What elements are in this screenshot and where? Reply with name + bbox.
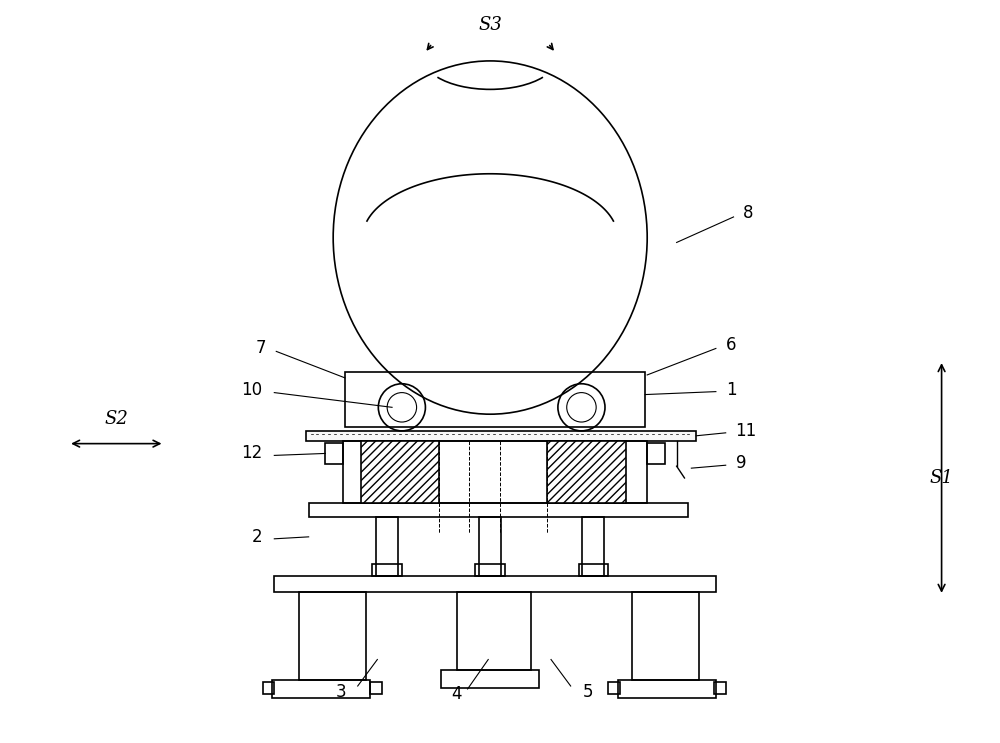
- Text: 5: 5: [583, 683, 594, 701]
- Bar: [325, 443, 343, 464]
- Bar: [647, 443, 665, 464]
- Text: 7: 7: [256, 340, 266, 357]
- Bar: [479, 517, 501, 576]
- Bar: [361, 441, 439, 504]
- Text: 8: 8: [743, 204, 754, 222]
- Bar: [441, 670, 539, 688]
- Bar: [372, 565, 402, 576]
- Text: 9: 9: [736, 454, 746, 473]
- Bar: [263, 682, 274, 694]
- Bar: [306, 431, 696, 441]
- Bar: [457, 592, 531, 670]
- Text: 12: 12: [241, 444, 263, 462]
- Bar: [376, 517, 398, 576]
- Bar: [579, 565, 608, 576]
- Bar: [475, 565, 505, 576]
- Text: 11: 11: [736, 422, 757, 440]
- Bar: [343, 441, 647, 504]
- Bar: [272, 680, 370, 698]
- Text: 2: 2: [252, 528, 263, 546]
- Text: 1: 1: [726, 380, 736, 399]
- Bar: [345, 372, 645, 427]
- Text: S2: S2: [104, 410, 128, 428]
- Bar: [299, 592, 366, 680]
- Bar: [582, 517, 604, 576]
- Bar: [309, 504, 688, 517]
- Bar: [370, 682, 382, 694]
- Bar: [714, 682, 726, 694]
- Bar: [608, 682, 620, 694]
- Text: S3: S3: [478, 16, 502, 33]
- Text: 3: 3: [336, 683, 346, 701]
- Bar: [547, 441, 626, 504]
- Text: 10: 10: [241, 380, 263, 399]
- Bar: [618, 680, 716, 698]
- Text: 6: 6: [726, 337, 736, 354]
- Bar: [274, 576, 716, 592]
- Bar: [632, 592, 699, 680]
- Text: S1: S1: [930, 469, 954, 487]
- Text: 4: 4: [452, 685, 462, 703]
